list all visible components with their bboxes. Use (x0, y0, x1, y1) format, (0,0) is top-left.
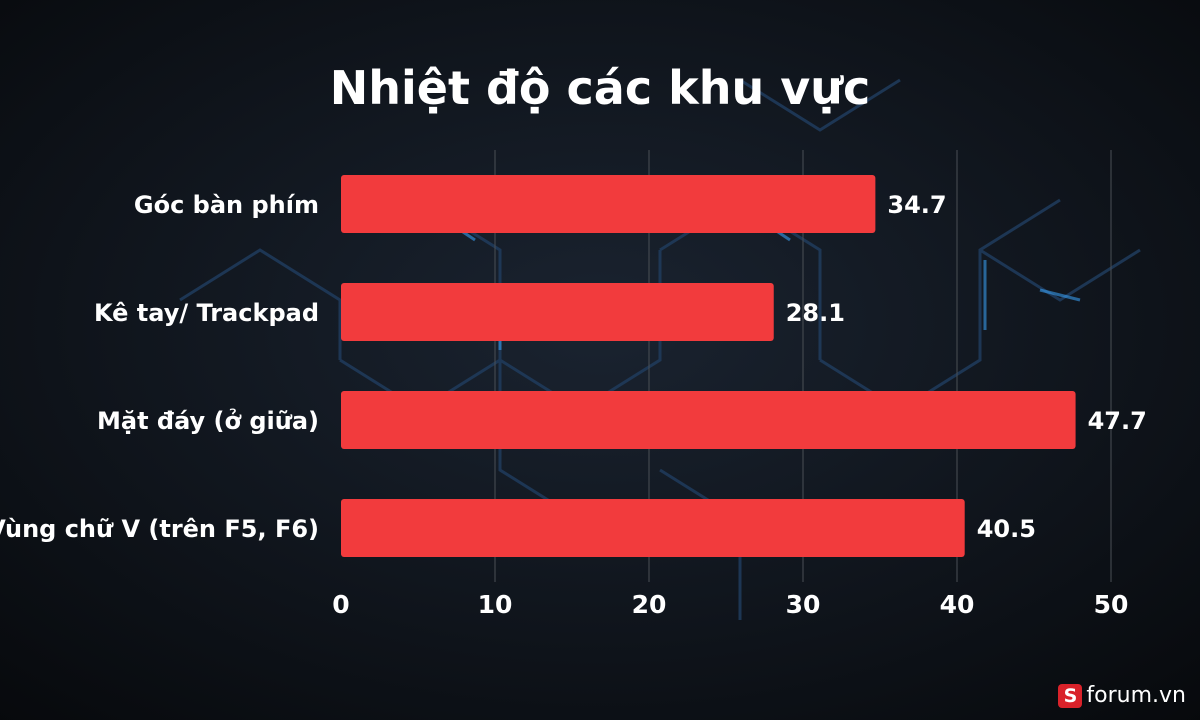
x-axis-ticks: 0 10 20 30 40 50 (332, 590, 1128, 619)
x-tick-label: 30 (786, 590, 821, 619)
data-label: 34.7 (887, 191, 946, 219)
x-tick-label: 10 (478, 590, 513, 619)
category-labels: Góc bàn phím Kê tay/ Trackpad Mặt đáy (ở g… (0, 191, 319, 543)
data-label: 40.5 (977, 515, 1036, 543)
logo-text: forum.vn (1086, 683, 1186, 708)
bar (341, 499, 965, 557)
chart-title: Nhiệt độ các khu vực (330, 61, 870, 115)
x-tick-label: 0 (332, 590, 349, 619)
logo-mark: S (1058, 683, 1083, 708)
category-label: Mặt đáy (ở giữa) (97, 407, 319, 435)
category-label: Vùng chữ V (trên F5, F6) (0, 515, 319, 543)
category-label: Kê tay/ Trackpad (94, 299, 319, 327)
category-label: Góc bàn phím (134, 191, 319, 219)
x-tick-label: 50 (1094, 590, 1129, 619)
data-label: 47.7 (1088, 407, 1147, 435)
value-labels: 34.7 28.1 47.7 40.5 (786, 191, 1147, 543)
x-tick-label: 20 (632, 590, 667, 619)
data-label: 28.1 (786, 299, 845, 327)
bars (341, 175, 1076, 557)
bar (341, 391, 1076, 449)
watermark-logo: S forum.vn (1058, 683, 1186, 708)
bar (341, 175, 876, 233)
bar (341, 283, 774, 341)
x-tick-label: 40 (940, 590, 975, 619)
